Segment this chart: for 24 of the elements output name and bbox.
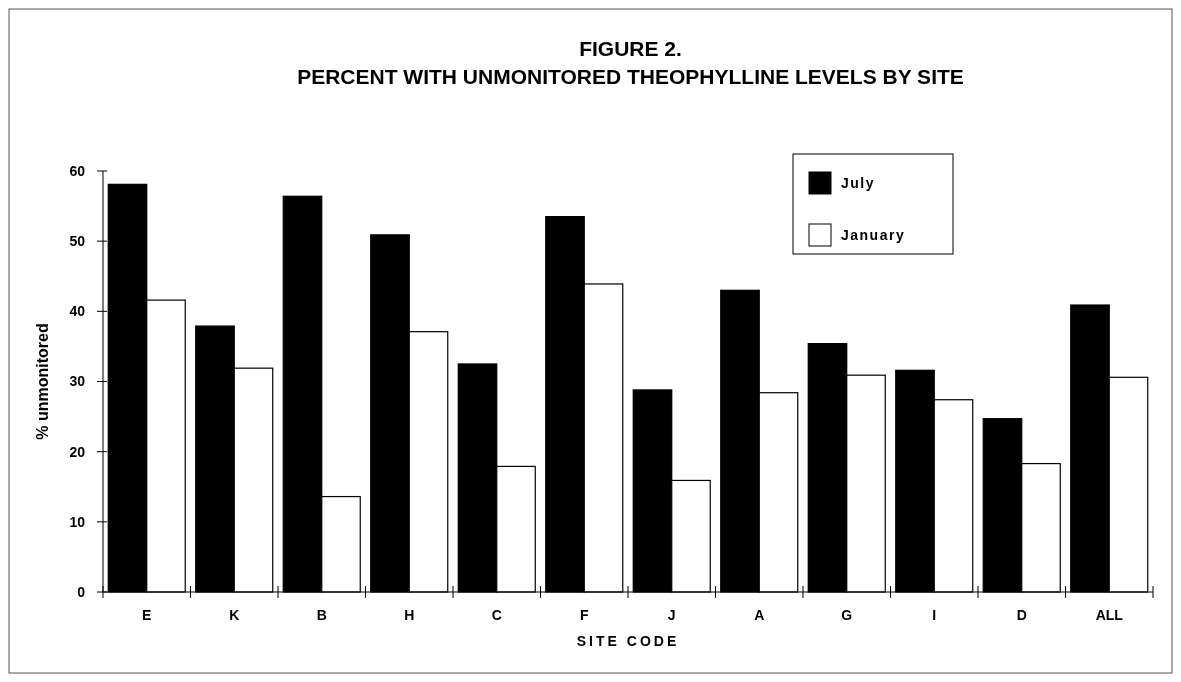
y-tick-label: 0 [77,583,86,600]
x-tick-label: E [142,607,152,623]
x-tick-label: F [579,607,589,623]
x-tick-label: G [841,607,853,623]
x-tick-label: K [229,607,240,623]
x-tick-label: D [1016,607,1027,623]
x-tick-label: B [316,607,327,623]
y-tick-label: 60 [69,162,86,179]
y-tick-label: 50 [69,233,86,250]
x-tick-label: A [754,607,765,623]
legend-label: July [841,174,876,191]
y-tick-label: 40 [69,303,86,320]
x-tick-label: I [932,607,937,623]
y-tick-label: 10 [69,513,86,530]
x-tick-label: J [667,607,676,623]
x-tick-label: H [404,607,415,623]
x-tick-label: C [491,607,502,623]
x-tick-label: ALL [1095,607,1124,623]
legend-label: January [841,226,906,243]
y-axis-title: % unmonitored [34,323,51,440]
chart-title: FIGURE 2. PERCENT WITH UNMONITORED THEOPHYLLINE LEVELS BY SITE [297,37,964,88]
y-tick-label: 20 [69,443,86,460]
y-tick-label: 30 [69,373,86,390]
x-axis-title: SITE CODE [576,633,680,649]
